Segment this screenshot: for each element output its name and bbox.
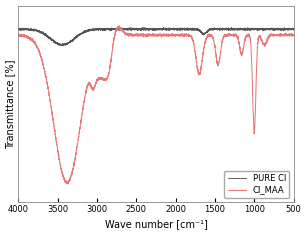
- PURE CI: [192, 28, 195, 31]
- CI_MAA: [292, 34, 295, 37]
- PURE CI: [270, 27, 274, 30]
- CI_MAA: [66, 183, 70, 185]
- PURE CI: [146, 28, 150, 31]
- Y-axis label: Transmittance [%]: Transmittance [%]: [6, 59, 16, 149]
- PURE CI: [74, 37, 78, 40]
- CI_MAA: [116, 27, 120, 30]
- Line: CI_MAA: CI_MAA: [18, 26, 293, 184]
- CI_MAA: [118, 24, 121, 27]
- Legend: PURE CI, CI_MAA: PURE CI, CI_MAA: [224, 171, 290, 198]
- CI_MAA: [192, 41, 195, 44]
- CI_MAA: [17, 34, 20, 36]
- PURE CI: [180, 27, 184, 30]
- Line: PURE CI: PURE CI: [18, 27, 293, 46]
- PURE CI: [116, 27, 120, 30]
- X-axis label: Wave number [cm⁻¹]: Wave number [cm⁻¹]: [104, 219, 208, 229]
- CI_MAA: [74, 153, 78, 156]
- PURE CI: [60, 44, 64, 47]
- CI_MAA: [180, 34, 184, 37]
- PURE CI: [17, 27, 20, 30]
- CI_MAA: [146, 34, 150, 37]
- PURE CI: [292, 28, 295, 31]
- PURE CI: [141, 26, 145, 29]
- CI_MAA: [270, 34, 274, 36]
